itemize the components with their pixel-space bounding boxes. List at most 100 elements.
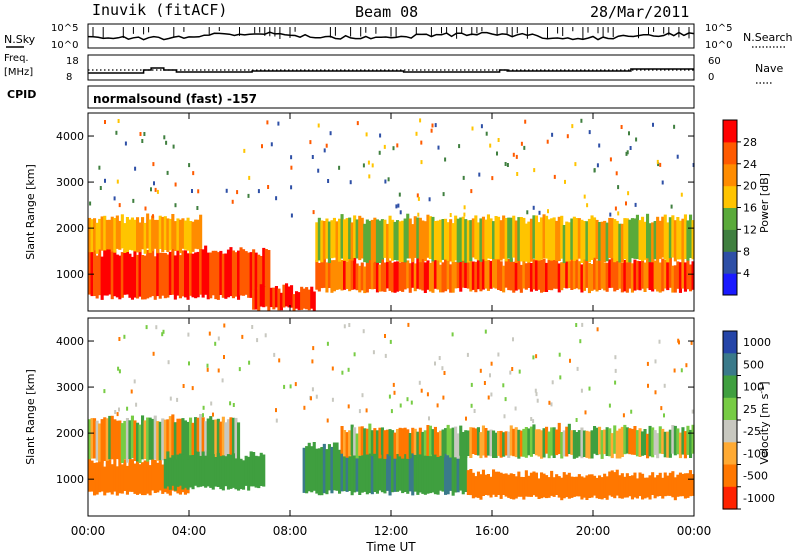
data-cell-scatter [558, 352, 561, 357]
data-cell-band-3 [315, 448, 319, 494]
data-cell-band-5 [350, 424, 354, 456]
data-cell-band-0 [153, 256, 157, 300]
data-cell-band-1 [153, 219, 157, 249]
data-cell-band-4 [550, 218, 554, 261]
data-cell-band-4 [406, 213, 410, 259]
data-cell-band-1 [183, 220, 187, 250]
data-cell-band-5 [635, 430, 639, 457]
data-cell-band-2 [183, 459, 187, 488]
data-cell-band-3 [332, 442, 336, 491]
data-cell-scatter [202, 413, 204, 418]
data-cell-scatter [518, 369, 521, 374]
data-cell-band-3 [388, 260, 392, 291]
data-cell-band-3 [542, 258, 546, 292]
data-cell-band-3 [436, 445, 440, 495]
data-cell-band-4 [335, 221, 339, 260]
data-cell-band-3 [691, 261, 695, 290]
data-cell-band-4 [582, 221, 586, 260]
data-cell-scatter [384, 353, 387, 358]
data-cell-band-0 [191, 253, 195, 298]
data-cell-band-5 [386, 429, 390, 455]
data-cell-band-4 [688, 470, 692, 497]
data-cell-band-3 [345, 261, 349, 289]
data-cell-scatter [614, 380, 617, 385]
data-cell-band-1 [120, 214, 124, 249]
data-cell-band-4 [431, 216, 435, 262]
data-cell-band-0 [244, 251, 248, 295]
data-cell-scatter [290, 213, 293, 218]
data-cell-band-3 [537, 259, 541, 290]
data-cell-band-5 [565, 426, 569, 457]
data-cell-scatter [118, 369, 121, 374]
data-cell-scatter [622, 413, 625, 418]
data-cell-band-4 [492, 221, 496, 260]
data-cell-band-3 [307, 442, 311, 492]
data-cell-band-4 [557, 476, 561, 498]
data-cell-band-4 [479, 474, 483, 500]
data-cell-scatter [315, 394, 318, 399]
data-cell-band-4 [497, 216, 501, 260]
data-cell-scatter [206, 363, 209, 368]
data-cell-band-1 [181, 218, 185, 249]
data-cell-scatter [609, 157, 612, 162]
data-cell-scatter [325, 143, 328, 148]
nsky-frame [87, 23, 695, 49]
data-cell-band-2 [189, 455, 193, 488]
data-cell-scatter [343, 324, 346, 329]
data-cell-band-4 [456, 218, 460, 263]
data-cell-band-1 [224, 422, 228, 463]
data-cell-scatter [680, 368, 683, 373]
data-cell-band-3 [393, 261, 397, 293]
data-cell-band-4 [643, 221, 647, 260]
data-cell-band-2 [287, 286, 291, 308]
data-cell-scatter [290, 165, 293, 170]
data-cell-band-1 [123, 223, 127, 253]
data-cell-scatter [132, 198, 135, 203]
data-cell-band-4 [646, 477, 650, 498]
data-cell-band-3 [433, 257, 437, 289]
data-cell-band-5 [529, 426, 533, 457]
data-cell-band-0 [259, 256, 263, 300]
data-cell-band-0 [158, 456, 162, 491]
data-cell-band-0 [151, 455, 155, 491]
data-cell-band-2 [279, 292, 283, 311]
data-cell-scatter [247, 193, 250, 198]
data-cell-band-1 [105, 418, 109, 461]
data-cell-band-5 [671, 425, 675, 454]
data-cell-band-4 [315, 222, 319, 263]
data-cell-scatter [154, 187, 157, 192]
data-cell-band-1 [151, 215, 155, 252]
data-cell-band-0 [257, 254, 261, 300]
data-cell-band-3 [469, 260, 473, 292]
data-cell-band-0 [211, 250, 215, 296]
data-cell-band-1 [163, 216, 167, 250]
data-cell-scatter [169, 396, 172, 401]
data-cell-band-4 [489, 476, 493, 498]
data-cell-band-2 [191, 455, 195, 490]
data-cell-band-5 [668, 429, 672, 458]
data-cell-scatter [520, 141, 523, 146]
data-cell-band-3 [646, 255, 650, 289]
data-cell-band-5 [552, 427, 556, 458]
data-cell-band-3 [683, 262, 687, 292]
data-cell-band-1 [118, 220, 122, 250]
data-cell-band-3 [370, 445, 374, 495]
y-tick-label: 4000 [56, 130, 84, 143]
data-cell-band-3 [368, 256, 372, 289]
data-cell-scatter [512, 152, 515, 157]
data-cell-scatter [294, 382, 297, 387]
data-cell-band-1 [141, 415, 145, 460]
data-cell-scatter [442, 395, 445, 400]
data-cell-scatter [225, 188, 228, 193]
data-cell-band-4 [486, 474, 490, 496]
data-cell-band-1 [221, 416, 225, 459]
data-cell-scatter [162, 329, 165, 334]
data-cell-band-4 [386, 223, 390, 263]
data-cell-band-4 [547, 219, 551, 261]
data-cell-scatter [526, 210, 529, 215]
data-cell-band-5 [620, 426, 624, 457]
data-cell-band-5 [431, 429, 435, 455]
data-cell-band-3 [666, 261, 670, 291]
data-cell-band-0 [226, 249, 230, 298]
data-cell-band-4 [534, 215, 538, 261]
